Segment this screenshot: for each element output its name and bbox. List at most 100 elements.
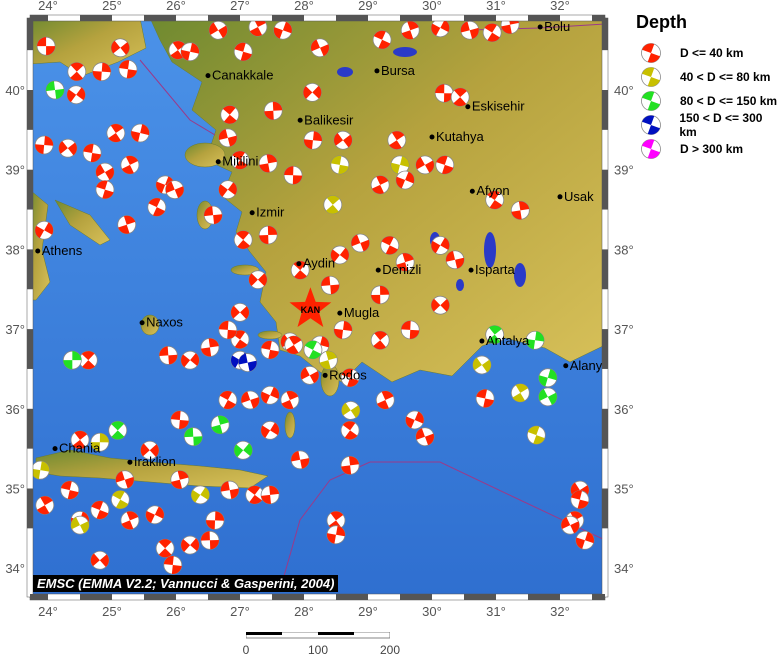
focal-mechanism — [82, 143, 102, 163]
focal-mechanism — [220, 105, 240, 125]
focal-mechanism — [240, 390, 260, 410]
focal-mechanism — [450, 87, 470, 107]
beachball-symbol — [641, 115, 661, 135]
lat-tick-left: 35° — [5, 482, 25, 497]
lat-tick-right: 35° — [614, 482, 634, 497]
focal-mechanism — [233, 440, 253, 460]
city-label: Bursa — [381, 63, 416, 78]
lat-tick-left: 40° — [5, 83, 25, 98]
legend-label: 80 < D <= 150 km — [680, 94, 778, 108]
focal-mechanism — [323, 195, 343, 215]
lon-tick-top: 26° — [166, 0, 186, 13]
epicenter-marker: KAN — [289, 287, 332, 327]
legend-item: 150 < D <= 300 km — [636, 111, 780, 139]
focal-mechanism — [34, 220, 54, 240]
focal-mechanism — [485, 325, 505, 345]
city-dot — [374, 68, 380, 74]
focal-mechanism — [260, 385, 280, 405]
lon-tick-bottom: 31° — [486, 604, 506, 619]
beachball-symbol — [641, 67, 661, 87]
city-label: Eskisehir — [472, 99, 525, 114]
lon-tick-bottom: 32° — [550, 604, 570, 619]
beachball-symbol — [641, 91, 661, 111]
focal-mechanism — [260, 340, 280, 360]
focal-mechanism — [434, 83, 454, 103]
focal-mechanism — [284, 335, 304, 355]
focal-mechanism — [205, 510, 225, 530]
focal-mechanism — [117, 215, 137, 235]
lat-tick-left: 38° — [5, 242, 25, 257]
kos-island — [257, 330, 283, 340]
beachball-symbol — [641, 139, 661, 159]
focal-mechanism — [415, 427, 435, 447]
epicenter-label: KAN — [301, 305, 321, 315]
focal-mechanism — [218, 320, 238, 340]
city-label: Mitilini — [222, 154, 258, 169]
focal-mechanism — [330, 155, 350, 175]
focal-mechanism — [290, 450, 310, 470]
focal-mechanism — [341, 400, 361, 420]
city-label: Chania — [59, 441, 101, 456]
city-label: Kutahya — [436, 129, 484, 144]
focal-mechanism — [130, 123, 150, 143]
focal-mechanism — [90, 432, 110, 452]
city-label: Iraklion — [134, 454, 176, 469]
focal-mechanism — [180, 42, 200, 62]
focal-mechanism — [475, 389, 495, 408]
lon-tick-top: 27° — [230, 0, 250, 13]
focal-mechanism — [34, 135, 54, 155]
focal-mechanism — [58, 138, 78, 158]
legend-label: D > 300 km — [680, 142, 744, 156]
focal-mechanism — [66, 85, 86, 105]
focal-mechanism — [233, 230, 253, 250]
city-dot — [215, 159, 221, 165]
lon-tick-top: 31° — [486, 0, 506, 13]
credit-label: EMSC (EMMA V2.2; Vannucci & Gasperini, 2… — [33, 575, 339, 592]
city-dot — [429, 134, 435, 140]
city-dot — [205, 73, 211, 79]
lat-tick-left: 37° — [5, 322, 25, 337]
beachball-icon — [641, 67, 661, 87]
legend-item: 80 < D <= 150 km — [636, 89, 780, 113]
city-label: Antalya — [486, 333, 530, 348]
focal-mechanism — [158, 346, 178, 365]
city-dot — [468, 267, 474, 273]
focal-mechanism — [320, 275, 340, 295]
city-dot — [337, 310, 343, 316]
legend-label: 150 < D <= 300 km — [679, 111, 763, 139]
lon-tick-bottom: 27° — [230, 604, 250, 619]
cities: Athens Canakkale Bursa Bolu Balikesir Eskiseh… — [35, 19, 605, 469]
city-label: Rodos — [329, 367, 367, 382]
focal-mechanism — [510, 200, 530, 220]
focal-mechanism — [165, 180, 185, 200]
focal-mechanism — [510, 383, 530, 403]
city-dot — [557, 194, 563, 200]
focal-mechanism — [62, 350, 82, 370]
focal-mechanism — [35, 495, 55, 515]
greece-land — [30, 189, 51, 301]
focal-mechanism — [395, 252, 415, 272]
lakes — [337, 47, 526, 291]
city-dot — [322, 372, 328, 378]
city-dot — [375, 267, 381, 273]
city-dot — [296, 261, 302, 267]
city-label: Isparta — [475, 262, 516, 277]
focal-mechanism — [400, 20, 420, 40]
beachball-icon — [641, 115, 661, 135]
focal-mechanism — [230, 302, 250, 322]
focal-mechanism — [260, 485, 280, 505]
city-label: Mugla — [344, 305, 380, 320]
city-dot — [465, 104, 471, 110]
focal-mechanism — [303, 130, 323, 150]
focal-mechanism — [45, 80, 65, 100]
focal-mechanism — [260, 420, 280, 440]
focal-mechanism — [290, 260, 310, 280]
lon-tick-top: 24° — [38, 0, 58, 13]
focal-mechanism — [280, 390, 300, 410]
focal-mechanism — [78, 350, 98, 370]
focal-mechanism — [375, 390, 395, 410]
city-label: Afyon — [476, 183, 509, 198]
focal-mechanism — [180, 350, 200, 370]
city-label: Aydin — [303, 256, 335, 271]
focal-mechanism — [435, 155, 455, 175]
